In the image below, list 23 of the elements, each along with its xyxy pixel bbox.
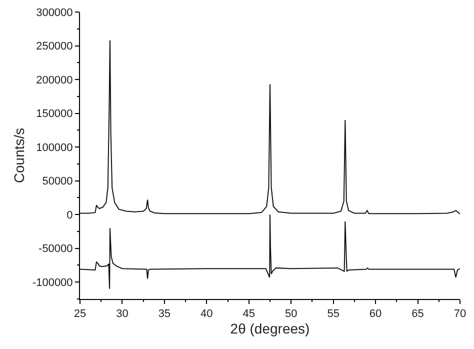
- y-tick-label: 300000: [36, 6, 73, 19]
- x-tick-label: 35: [158, 308, 171, 320]
- x-tick-label: 50: [284, 308, 298, 320]
- y-tick-label: -50000: [38, 243, 73, 256]
- x-tick-label: 65: [412, 308, 424, 320]
- x-axis-title: 2θ (degrees): [230, 320, 310, 336]
- y-tick-label: 150000: [36, 108, 73, 120]
- y-tick-label: 0: [66, 209, 73, 222]
- y-tick-label: 100000: [36, 142, 73, 154]
- x-tick-label: 70: [454, 308, 466, 320]
- line-series: [80, 214, 460, 290]
- x-tick-label: 30: [116, 308, 128, 320]
- y-tick-label: 50000: [42, 176, 73, 188]
- line-series: [80, 40, 460, 214]
- x-tick-label: 45: [242, 308, 256, 320]
- x-tick-label: 40: [200, 308, 213, 320]
- x-tick-label: 55: [327, 308, 340, 320]
- y-tick-label: 250000: [36, 40, 73, 53]
- y-axis-title: Counts/s: [11, 128, 28, 184]
- y-tick-label: 200000: [36, 74, 73, 86]
- y-tick-label: -100000: [32, 276, 73, 289]
- x-tick-label: 25: [74, 308, 86, 320]
- x-tick-label: 60: [369, 308, 382, 320]
